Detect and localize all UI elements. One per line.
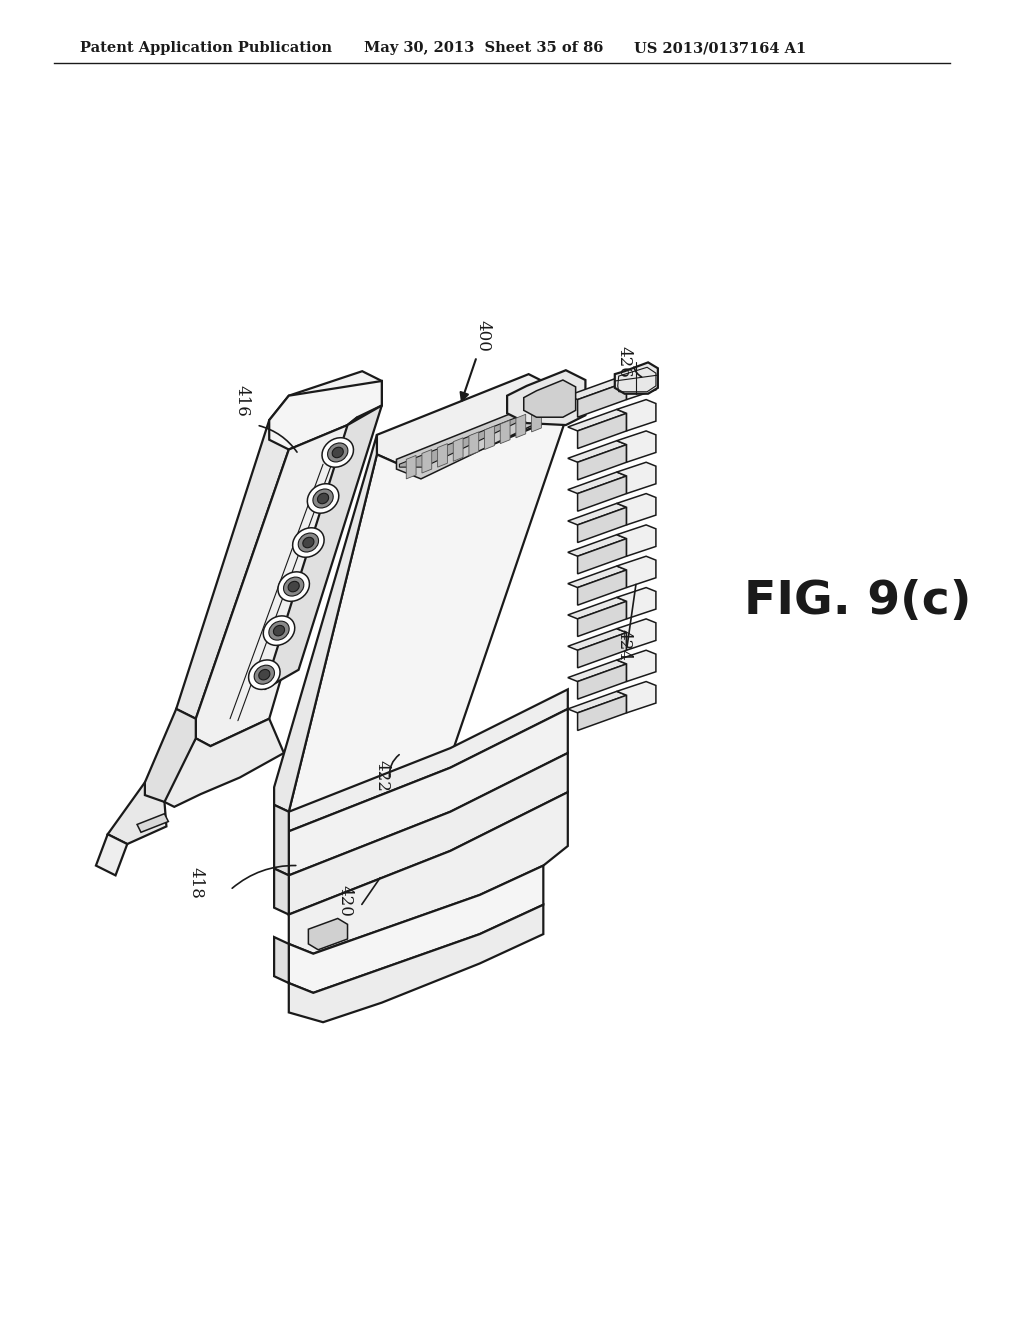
Text: 400: 400 [474,319,492,351]
Polygon shape [616,400,656,430]
Polygon shape [567,535,627,556]
Polygon shape [507,370,586,425]
Text: FIG. 9(c): FIG. 9(c) [744,578,972,624]
Text: 420: 420 [336,884,353,917]
Polygon shape [578,664,627,700]
Polygon shape [144,709,196,803]
Ellipse shape [317,494,329,504]
Polygon shape [578,445,627,480]
Polygon shape [399,405,546,467]
Ellipse shape [293,528,325,557]
Ellipse shape [288,581,299,591]
Text: US 2013/0137164 A1: US 2013/0137164 A1 [635,41,807,55]
Text: Patent Application Publication: Patent Application Publication [80,41,332,55]
Polygon shape [578,632,627,668]
Polygon shape [264,405,382,689]
Text: 426: 426 [615,346,632,378]
Polygon shape [437,444,447,467]
Polygon shape [501,420,510,444]
Ellipse shape [313,488,333,508]
Polygon shape [274,869,289,915]
Polygon shape [578,381,627,417]
Polygon shape [616,681,656,713]
Polygon shape [567,566,627,587]
Polygon shape [578,570,627,605]
Polygon shape [269,371,382,450]
Polygon shape [407,455,416,479]
Polygon shape [308,919,347,950]
Polygon shape [523,380,575,417]
Ellipse shape [263,616,295,645]
Polygon shape [396,400,544,479]
Text: 416: 416 [233,384,250,416]
Polygon shape [274,805,289,875]
Polygon shape [377,374,567,474]
Text: May 30, 2013  Sheet 35 of 86: May 30, 2013 Sheet 35 of 86 [365,41,603,55]
Polygon shape [422,450,432,473]
Ellipse shape [322,438,353,467]
Polygon shape [289,413,567,821]
Ellipse shape [259,669,270,680]
Polygon shape [516,414,525,438]
Polygon shape [531,408,542,432]
Polygon shape [567,441,627,462]
Ellipse shape [332,447,343,458]
Polygon shape [578,696,627,730]
Polygon shape [567,628,627,651]
Ellipse shape [249,660,280,689]
Polygon shape [274,434,377,812]
Polygon shape [567,660,627,681]
Polygon shape [616,525,656,556]
Polygon shape [108,783,167,843]
Polygon shape [469,432,478,455]
Polygon shape [616,619,656,651]
Polygon shape [269,381,382,450]
Polygon shape [616,556,656,587]
Polygon shape [578,507,627,543]
Polygon shape [578,477,627,511]
Polygon shape [567,378,627,400]
Ellipse shape [284,577,304,597]
Polygon shape [614,363,657,393]
Ellipse shape [269,622,289,640]
Text: 422: 422 [374,759,390,792]
Polygon shape [616,494,656,525]
Polygon shape [567,409,627,430]
Polygon shape [289,752,567,915]
Polygon shape [567,598,627,619]
Polygon shape [567,473,627,494]
Polygon shape [484,426,495,450]
Ellipse shape [298,533,318,552]
Text: 418: 418 [187,867,205,899]
Polygon shape [137,813,168,833]
Ellipse shape [328,444,348,462]
Ellipse shape [254,665,274,684]
Polygon shape [616,430,656,462]
Polygon shape [176,420,289,718]
Ellipse shape [278,572,309,602]
Polygon shape [165,718,284,807]
Polygon shape [616,587,656,619]
Polygon shape [196,417,357,746]
Polygon shape [616,368,656,400]
Polygon shape [567,692,627,713]
Polygon shape [289,689,567,832]
Polygon shape [289,709,567,875]
Polygon shape [578,602,627,636]
Polygon shape [96,834,127,875]
Polygon shape [567,503,627,525]
Polygon shape [578,413,627,449]
Polygon shape [274,937,289,983]
Text: 424: 424 [615,630,632,661]
Polygon shape [289,904,544,1022]
Polygon shape [616,462,656,494]
Polygon shape [616,651,656,681]
Polygon shape [454,438,463,461]
Ellipse shape [303,537,314,548]
Polygon shape [578,539,627,574]
Ellipse shape [307,483,339,513]
Ellipse shape [273,626,285,636]
Polygon shape [289,866,544,993]
Polygon shape [289,792,567,953]
